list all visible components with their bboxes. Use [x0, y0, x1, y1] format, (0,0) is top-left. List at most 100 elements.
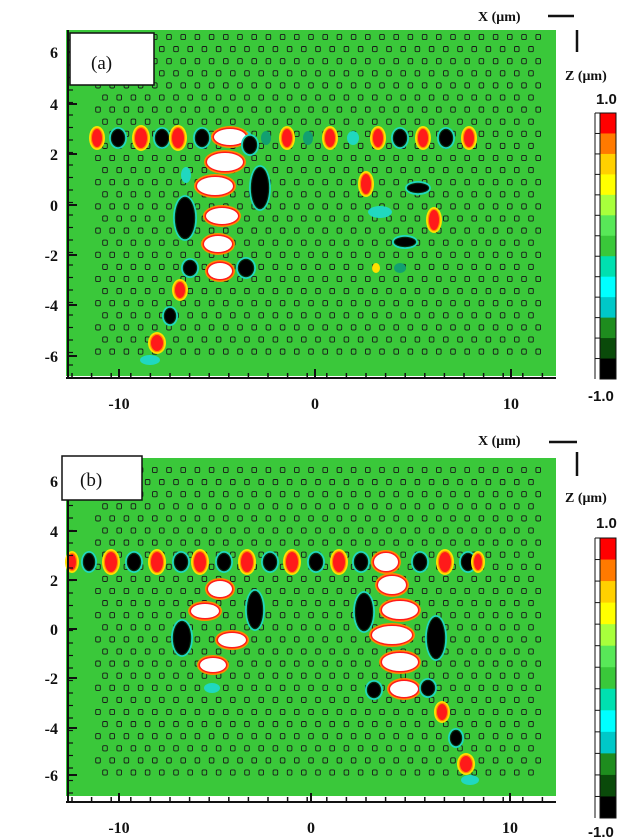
lattice-hole	[123, 539, 130, 546]
lattice-hole	[180, 106, 186, 113]
field-spot-black	[84, 554, 94, 570]
lattice-hole	[414, 167, 421, 174]
lattice-hole	[223, 733, 229, 740]
lattice-hole	[187, 672, 193, 679]
lattice-hole	[336, 587, 343, 595]
lattice-hole	[436, 660, 442, 667]
lattice-hole	[393, 154, 399, 162]
lattice-hole	[514, 191, 520, 198]
lattice-hole	[428, 191, 435, 198]
lattice-hole	[180, 466, 186, 474]
lattice-hole	[329, 600, 335, 607]
lattice-hole	[464, 733, 470, 740]
lattice-hole	[365, 466, 371, 474]
lattice-hole	[116, 239, 122, 246]
lattice-hole	[272, 336, 279, 343]
y-tick-label: 4	[50, 524, 58, 541]
field-spot-white	[382, 653, 418, 671]
lattice-hole	[279, 106, 286, 113]
lattice-hole	[365, 251, 371, 258]
lattice-hole	[279, 733, 286, 740]
lattice-hole	[436, 515, 442, 522]
lattice-hole	[386, 721, 392, 728]
lattice-hole	[478, 348, 485, 355]
lattice-hole	[272, 696, 279, 703]
lattice-hole	[450, 324, 456, 331]
lattice-hole	[400, 527, 406, 534]
lattice-hole	[521, 33, 527, 41]
lattice-hole	[521, 612, 527, 619]
lattice-hole	[514, 745, 520, 752]
lattice-hole	[478, 636, 485, 643]
lattice-hole	[144, 696, 151, 703]
lattice-hole	[507, 203, 513, 210]
lattice-hole	[507, 660, 513, 667]
colorbar-max-label-a: 1.0	[596, 91, 617, 108]
lattice-hole	[152, 466, 158, 474]
lattice-hole	[386, 745, 392, 752]
lattice-hole	[322, 587, 328, 595]
lattice-hole	[322, 733, 328, 740]
lattice-hole	[499, 575, 506, 582]
lattice-hole	[507, 636, 513, 643]
lattice-hole	[137, 154, 144, 162]
lattice-hole	[208, 348, 215, 355]
lattice-hole	[357, 70, 364, 77]
lattice-hole	[130, 600, 137, 607]
lattice-hole	[116, 167, 122, 174]
lattice-hole	[457, 503, 463, 510]
lattice-hole	[350, 684, 357, 691]
lattice-hole	[528, 648, 534, 655]
lattice-hole	[343, 215, 350, 222]
field-spot-white	[191, 604, 219, 618]
lattice-hole	[201, 312, 208, 319]
lattice-hole	[315, 575, 321, 582]
lattice-hole	[130, 648, 137, 655]
lattice-hole	[492, 130, 499, 137]
lattice-hole	[535, 300, 541, 307]
lattice-hole	[450, 348, 456, 355]
lattice-hole	[329, 215, 335, 222]
lattice-hole	[365, 275, 371, 283]
lattice-hole	[492, 251, 499, 258]
colorbar-a	[594, 112, 617, 380]
lattice-hole	[102, 215, 108, 222]
lattice-hole	[194, 684, 201, 691]
lattice-hole	[123, 251, 130, 258]
lattice-hole	[301, 527, 307, 534]
lattice-hole	[478, 106, 485, 113]
lattice-hole	[208, 82, 215, 89]
field-spot-white	[390, 681, 418, 697]
lattice-hole	[350, 203, 357, 210]
lattice-hole	[159, 167, 165, 174]
lattice-hole	[272, 503, 279, 510]
lattice-hole	[393, 466, 399, 474]
lattice-hole	[457, 239, 463, 246]
lattice-hole	[457, 721, 463, 728]
lattice-hole	[322, 491, 328, 498]
lattice-hole	[286, 288, 293, 295]
lattice-hole	[336, 227, 343, 234]
lattice-hole	[230, 527, 236, 534]
lattice-hole	[478, 154, 485, 162]
lattice-hole	[301, 503, 307, 510]
lattice-hole	[386, 336, 392, 343]
lattice-hole	[137, 300, 144, 307]
field-spot-red	[361, 174, 371, 194]
lattice-hole	[478, 612, 485, 619]
lattice-hole	[492, 179, 499, 186]
lattice-hole	[428, 94, 435, 101]
lattice-hole	[279, 660, 286, 667]
lattice-hole	[294, 733, 300, 740]
lattice-hole	[499, 118, 506, 125]
lattice-hole	[116, 769, 122, 776]
lattice-hole	[436, 324, 442, 331]
lattice-hole	[251, 684, 257, 691]
lattice-hole	[123, 275, 130, 283]
lattice-hole	[507, 154, 513, 162]
lattice-hole	[535, 684, 541, 691]
lattice-hole	[159, 745, 165, 752]
lattice-hole	[400, 46, 406, 53]
lattice-hole	[485, 118, 492, 125]
lattice-hole	[194, 58, 201, 65]
